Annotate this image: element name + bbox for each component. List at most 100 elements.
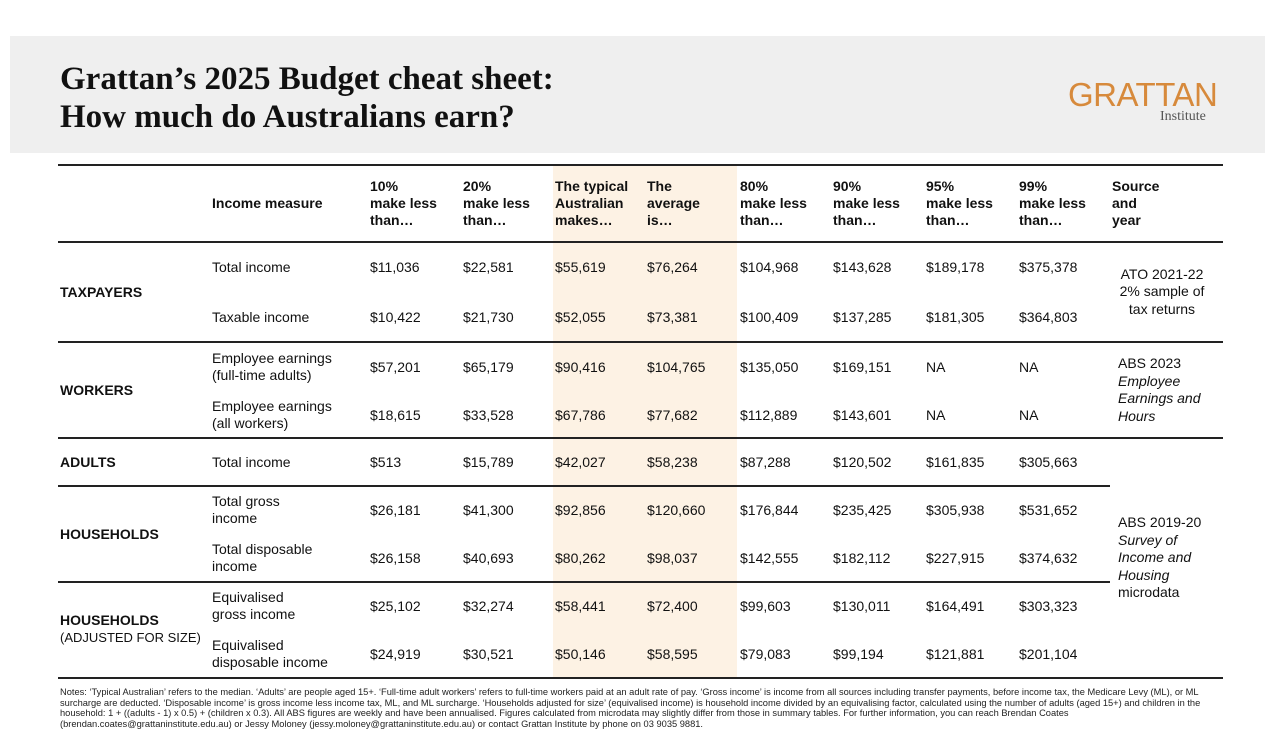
income-measure: Total income bbox=[212, 258, 291, 275]
rule bbox=[58, 341, 1223, 343]
column-header: The bbox=[647, 177, 672, 194]
income-measure: (full-time adults) bbox=[212, 367, 312, 383]
value-cell: $33,528 bbox=[463, 406, 514, 423]
value-cell: $99,603 bbox=[740, 597, 791, 614]
value-cell: $11,036 bbox=[370, 258, 420, 275]
value-cell: $104,765 bbox=[647, 358, 706, 375]
value-cell: $305,663 bbox=[1019, 453, 1078, 470]
source-text: tax returns bbox=[1128, 300, 1196, 317]
group-sublabel: (ADJUSTED FOR SIZE) bbox=[60, 630, 201, 645]
column-header: year bbox=[1112, 211, 1141, 228]
source-text: Hours bbox=[1118, 407, 1156, 424]
source-text: ATO 2021-22 bbox=[1120, 265, 1204, 282]
value-cell: $143,601 bbox=[833, 406, 892, 423]
source-text: microdata bbox=[1118, 584, 1180, 601]
value-cell: $58,441 bbox=[555, 597, 606, 614]
value-cell: $181,305 bbox=[926, 308, 985, 325]
value-cell: $375,378 bbox=[1019, 258, 1078, 275]
income-measure: (all workers) bbox=[212, 415, 289, 431]
logo: GRATTAN bbox=[1068, 76, 1218, 113]
column-header: make less bbox=[1019, 194, 1086, 211]
value-cell: $305,938 bbox=[926, 501, 985, 518]
column-header: 80% bbox=[740, 177, 769, 194]
income-measure: Total income bbox=[212, 453, 291, 470]
value-cell: $67,786 bbox=[555, 406, 606, 423]
value-cell: $15,789 bbox=[463, 453, 514, 470]
value-cell: $98,037 bbox=[647, 549, 698, 566]
value-cell: $42,027 bbox=[555, 453, 606, 470]
rule bbox=[58, 485, 1110, 487]
value-cell: $121,881 bbox=[926, 645, 985, 662]
value-cell: $24,919 bbox=[370, 645, 421, 662]
income-measure: disposable income bbox=[212, 654, 328, 670]
column-header: than… bbox=[833, 211, 877, 228]
group-label: TAXPAYERS bbox=[60, 283, 143, 300]
column-header: and bbox=[1112, 194, 1137, 211]
value-cell: NA bbox=[926, 406, 946, 423]
value-cell: $130,011 bbox=[833, 597, 891, 614]
value-cell: $92,856 bbox=[555, 501, 606, 518]
income-measure: income bbox=[212, 510, 258, 526]
value-cell: $30,521 bbox=[463, 645, 514, 662]
value-cell: $100,409 bbox=[740, 308, 799, 325]
income-measure: Employee earnings bbox=[212, 350, 332, 366]
column-header: 20% bbox=[463, 177, 492, 194]
value-cell: $143,628 bbox=[833, 258, 892, 275]
logo-sub: Institute bbox=[1160, 109, 1206, 124]
value-cell: $10,422 bbox=[370, 308, 421, 325]
rule bbox=[58, 437, 1223, 439]
value-cell: $135,050 bbox=[740, 358, 799, 375]
income-measure: gross income bbox=[212, 606, 296, 622]
column-header: Source bbox=[1112, 177, 1160, 194]
value-cell: $142,555 bbox=[740, 549, 799, 566]
rule bbox=[58, 164, 1223, 166]
value-cell: $40,693 bbox=[463, 549, 514, 566]
source-text: Earnings and bbox=[1118, 390, 1201, 406]
value-cell: $112,889 bbox=[740, 406, 798, 423]
value-cell: $73,381 bbox=[647, 308, 698, 325]
value-cell: $18,615 bbox=[370, 406, 421, 423]
notes: Notes: ‘Typical Australian’ refers to th… bbox=[60, 687, 1201, 729]
value-cell: $176,844 bbox=[740, 501, 799, 518]
column-header: Income measure bbox=[212, 194, 323, 211]
value-cell: $41,300 bbox=[463, 501, 514, 518]
income-measure: Taxable income bbox=[212, 308, 310, 325]
source-text: ABS 2019-20 bbox=[1118, 514, 1202, 531]
source-text: 2% sample of bbox=[1119, 283, 1205, 300]
column-header: than… bbox=[740, 211, 784, 228]
income-measure: Total gross bbox=[212, 493, 280, 509]
column-header: Australian bbox=[555, 194, 624, 211]
source-text: Income and bbox=[1118, 549, 1192, 566]
value-cell: $22,581 bbox=[463, 258, 514, 275]
value-cell: $227,915 bbox=[926, 549, 985, 566]
column-header: than… bbox=[370, 211, 414, 228]
column-header: The typical bbox=[555, 177, 629, 194]
value-cell: $120,660 bbox=[647, 501, 706, 518]
value-cell: $513 bbox=[370, 453, 402, 470]
group-label: HOUSEHOLDS bbox=[60, 525, 159, 542]
value-cell: $374,632 bbox=[1019, 549, 1078, 566]
income-measure: Equivalised bbox=[212, 637, 284, 653]
group-label: HOUSEHOLDS bbox=[60, 612, 159, 628]
header-band bbox=[10, 36, 1265, 153]
column-header: average bbox=[647, 194, 700, 211]
value-cell: NA bbox=[926, 358, 946, 375]
value-cell: $87,288 bbox=[740, 453, 791, 470]
value-cell: $80,262 bbox=[555, 549, 606, 566]
value-cell: $99,194 bbox=[833, 645, 884, 662]
column-header: make less bbox=[926, 194, 993, 211]
value-cell: $303,323 bbox=[1019, 597, 1078, 614]
value-cell: NA bbox=[1019, 358, 1039, 375]
income-measure: Employee earnings bbox=[212, 398, 332, 414]
column-header: than… bbox=[1019, 211, 1063, 228]
value-cell: $77,682 bbox=[647, 406, 698, 423]
value-cell: $32,274 bbox=[463, 597, 514, 614]
value-cell: $50,146 bbox=[555, 645, 606, 662]
value-cell: $58,595 bbox=[647, 645, 698, 662]
value-cell: $161,835 bbox=[926, 453, 985, 470]
value-cell: $235,425 bbox=[833, 501, 892, 518]
value-cell: $76,264 bbox=[647, 258, 698, 275]
value-cell: $120,502 bbox=[833, 453, 892, 470]
column-header: make less bbox=[463, 194, 530, 211]
